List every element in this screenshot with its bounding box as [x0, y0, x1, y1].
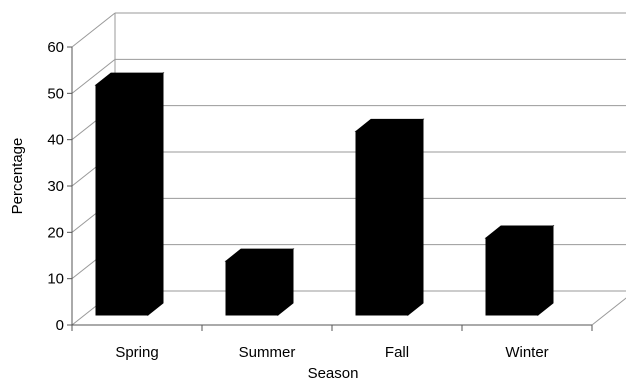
x-tick-label: Spring [115, 344, 158, 361]
y-tick-label: 20 [47, 224, 64, 241]
bars [94, 72, 555, 317]
gridline-side [71, 58, 116, 94]
bar-side [147, 72, 164, 317]
x-tick-label: Fall [385, 344, 409, 361]
axes [67, 46, 593, 331]
y-tick-label: 60 [47, 39, 64, 56]
bar [354, 118, 425, 317]
bar-front [225, 260, 279, 316]
y-tick-label: 50 [47, 85, 64, 102]
bar-front [95, 84, 149, 316]
bar [224, 248, 295, 317]
y-tick-labels: 0 10 20 30 40 50 60 [47, 39, 64, 334]
bar-front [485, 237, 539, 316]
bar-side [277, 248, 294, 317]
bar [94, 72, 165, 317]
y-tick-label: 30 [47, 178, 64, 195]
y-tick-label: 0 [56, 317, 64, 334]
bar-front [355, 130, 409, 316]
x-axis-title: Season [308, 365, 359, 382]
y-tick-label: 40 [47, 132, 64, 149]
gridline-side [71, 12, 116, 48]
bar [484, 224, 555, 317]
x-tick-label: Summer [239, 344, 296, 361]
y-tick-label: 10 [47, 271, 64, 288]
x-tick-labels: Spring Summer Fall Winter [115, 344, 548, 361]
floor-right-edge [591, 297, 626, 326]
y-axis-title: Percentage [9, 138, 26, 215]
x-tick-label: Winter [505, 344, 548, 361]
bar-side [537, 224, 554, 317]
bar-side [407, 118, 424, 317]
